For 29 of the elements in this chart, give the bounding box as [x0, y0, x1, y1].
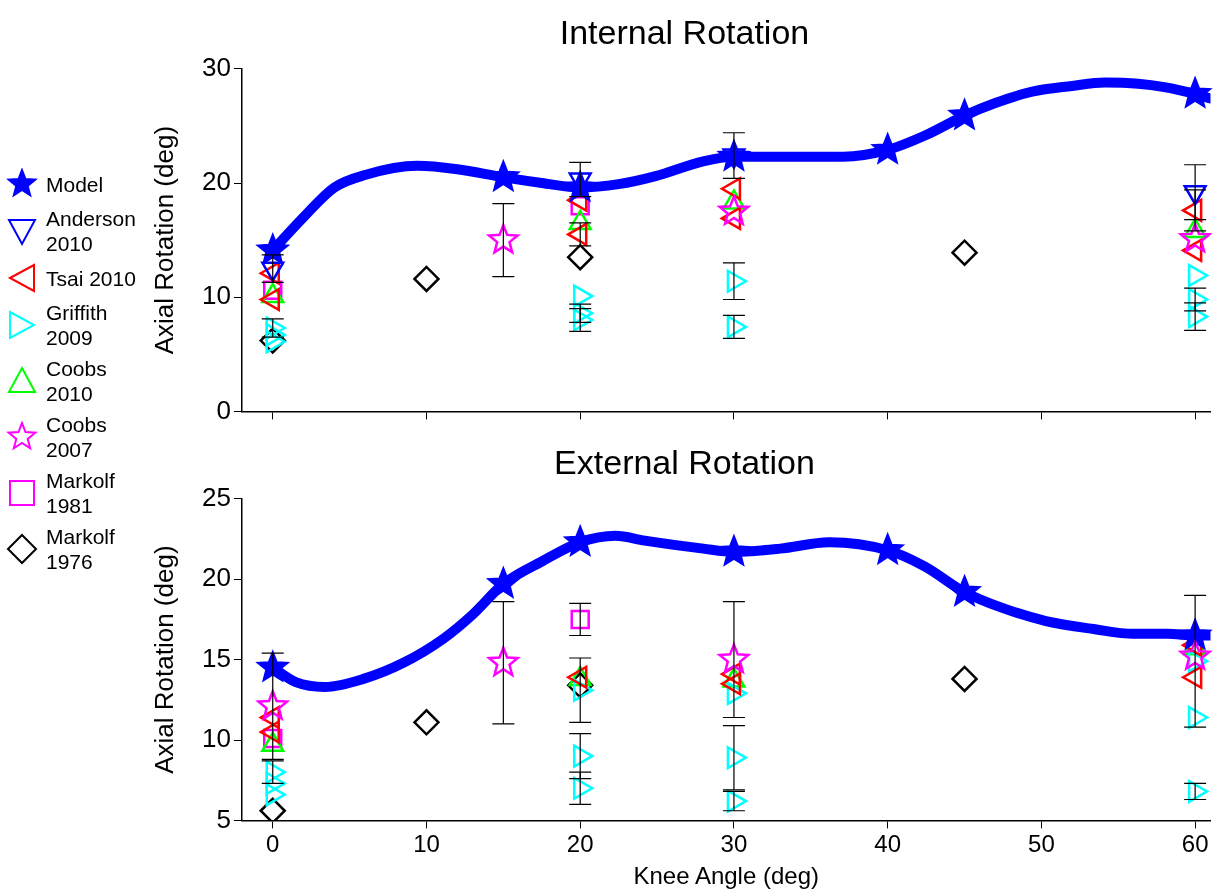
y-axis-title: Axial Rotation (deg) [148, 545, 179, 774]
legend-label: Markolf 1976 [46, 524, 116, 574]
legend-label: Anderson 2010 [46, 206, 136, 256]
x-tick-label: 40 [874, 830, 902, 858]
x-tick-label: 60 [1181, 830, 1209, 858]
x-tick-label: 10 [413, 830, 440, 858]
legend-label: Tsai 2010 [46, 265, 136, 291]
y-tick-label: 20 [202, 562, 231, 593]
x-tick-label: 30 [720, 830, 748, 858]
legend-label: Markolf 1981 [46, 468, 116, 518]
chart-title: Internal Rotation [559, 12, 810, 51]
y-tick-label: 10 [202, 723, 231, 754]
chart-title: External Rotation [554, 442, 815, 481]
y-tick-label: 30 [202, 51, 231, 82]
legend-label: Coobs 2010 [46, 356, 108, 406]
y-tick-label: 10 [202, 280, 231, 311]
x-tick-label: 20 [566, 830, 594, 858]
y-axis-title: Axial Rotation (deg) [148, 125, 179, 355]
y-tick-label: 0 [216, 394, 231, 425]
x-tick-label: 0 [266, 830, 280, 858]
legend-label: Coobs 2007 [46, 412, 108, 462]
y-tick-label: 5 [216, 803, 231, 834]
legend-label: Griffith 2009 [46, 300, 109, 350]
y-tick-label: 25 [202, 481, 231, 512]
x-axis-title: Knee Angle (deg) [633, 862, 819, 890]
y-tick-label: 15 [202, 642, 231, 673]
y-tick-label: 20 [202, 166, 231, 197]
x-tick-label: 50 [1028, 830, 1055, 858]
legend-label: Model [46, 171, 105, 197]
